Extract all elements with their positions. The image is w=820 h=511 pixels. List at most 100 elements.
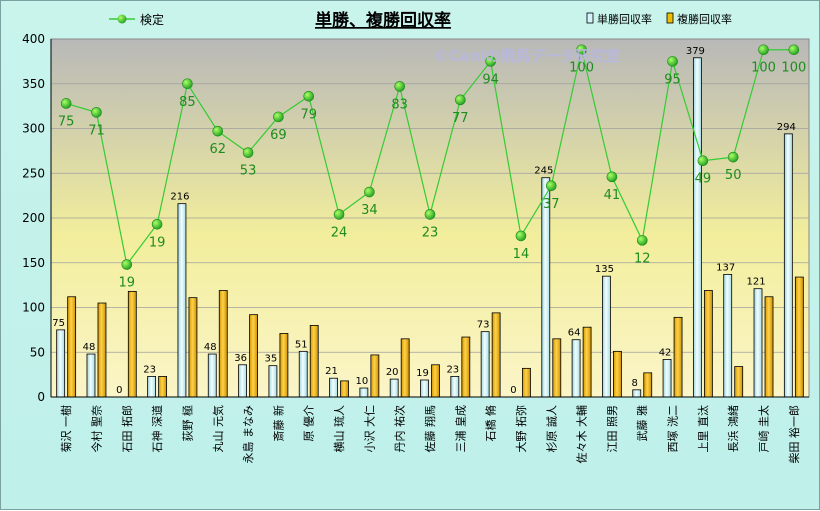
bar-win-label: 245 bbox=[534, 166, 553, 177]
line-point bbox=[455, 94, 466, 106]
bar-win bbox=[389, 378, 399, 398]
x-tick-label: 横山 琉人 bbox=[332, 405, 346, 453]
bar-win-label: 294 bbox=[777, 122, 796, 133]
legend-label-line: 検定 bbox=[140, 12, 164, 27]
bar-win-label: 379 bbox=[686, 46, 705, 57]
bar-place bbox=[218, 290, 228, 398]
y-tick-label: 0 bbox=[37, 390, 45, 404]
bar-win bbox=[56, 329, 66, 398]
bar-win bbox=[450, 376, 460, 398]
legend: 検定 単勝回収率 複勝回収率 bbox=[109, 12, 732, 27]
line-point bbox=[182, 78, 193, 90]
line-point bbox=[515, 230, 527, 242]
bar-place bbox=[158, 376, 168, 398]
bar-win-label: 0 bbox=[510, 385, 516, 396]
line-point-label: 71 bbox=[88, 123, 105, 138]
x-tick-label: 小沢 大仁 bbox=[362, 405, 376, 453]
bar-place bbox=[340, 380, 349, 398]
bar-win bbox=[268, 365, 278, 398]
bar-win bbox=[480, 331, 490, 398]
bar-place bbox=[582, 326, 592, 398]
bar-win bbox=[420, 379, 429, 398]
bar-place bbox=[67, 296, 77, 398]
line-point-label: 83 bbox=[391, 97, 408, 112]
chart-title: 単勝、複勝回収率 bbox=[315, 10, 451, 31]
x-tick-label: 丹内 祐次 bbox=[393, 405, 407, 453]
bar-win-label: 19 bbox=[416, 368, 429, 379]
line-point bbox=[758, 44, 769, 56]
bar-win bbox=[783, 133, 793, 398]
bar-win-label: 121 bbox=[746, 277, 765, 288]
bar-place bbox=[764, 296, 774, 398]
bar-win-label: 23 bbox=[446, 364, 459, 375]
x-axis: 菊沢 一樹 今村 聖奈 石田 拓郎 石神 深道 荻野 極 丸山 元気 永島 まなみ 斎藤 新 原… bbox=[51, 396, 809, 464]
line-point bbox=[636, 235, 648, 246]
x-tick-label: 今村 聖奈 bbox=[89, 405, 103, 453]
x-tick-label: 戸崎 圭太 bbox=[757, 405, 771, 453]
bar-place bbox=[249, 314, 258, 398]
line-point-label: 69 bbox=[270, 128, 287, 143]
line-point bbox=[697, 155, 709, 167]
line-point bbox=[485, 56, 496, 67]
x-tick-label: 石田 拓郎 bbox=[120, 405, 134, 453]
bar-win bbox=[753, 288, 763, 398]
bar-win bbox=[86, 353, 96, 398]
bar-place bbox=[794, 276, 804, 398]
bar-win-label: 51 bbox=[295, 339, 308, 350]
y-tick-label: 150 bbox=[22, 256, 45, 270]
bar-win-label: 21 bbox=[325, 366, 338, 377]
y-tick-label: 400 bbox=[22, 32, 45, 46]
line-point-label: 12 bbox=[634, 251, 651, 266]
x-tick-label: 柴田 裕一郎 bbox=[787, 405, 801, 464]
bar-win-label: 20 bbox=[386, 367, 399, 378]
bar-win bbox=[662, 359, 672, 398]
bar-place bbox=[643, 372, 653, 398]
bar-win bbox=[632, 389, 642, 398]
line-point-label: 94 bbox=[482, 72, 499, 87]
bar-win-label: 10 bbox=[355, 376, 368, 387]
bar-win bbox=[359, 387, 369, 398]
y-axis: 0 50 100 150 200 250 300 350 400 bbox=[22, 32, 52, 404]
legend-item-win: 単勝回収率 bbox=[586, 12, 652, 26]
bar-win-label: 35 bbox=[265, 354, 278, 365]
line-point bbox=[151, 218, 163, 230]
x-tick-label: 石橋 脩 bbox=[484, 405, 498, 442]
bar-place bbox=[734, 366, 744, 398]
bar-win bbox=[329, 377, 338, 398]
bar-win-label: 216 bbox=[170, 192, 189, 203]
y-tick-label: 100 bbox=[22, 301, 45, 315]
legend-label-win: 単勝回収率 bbox=[597, 12, 652, 26]
bar-place bbox=[491, 312, 501, 398]
bar-place bbox=[673, 316, 683, 398]
line-point bbox=[394, 81, 405, 92]
bar-win-label: 73 bbox=[477, 320, 490, 331]
x-tick-label: 荻野 極 bbox=[180, 405, 194, 442]
bar-win-label: 48 bbox=[83, 342, 96, 353]
bar-win-label: 48 bbox=[204, 342, 217, 353]
bar-win-label: 137 bbox=[716, 262, 735, 273]
line-point bbox=[60, 98, 72, 109]
line-point-label: 50 bbox=[725, 168, 742, 183]
line-point-label: 49 bbox=[695, 172, 712, 187]
line-point bbox=[273, 111, 284, 123]
line-point-label: 53 bbox=[240, 164, 257, 179]
line-point-label: 85 bbox=[179, 95, 196, 110]
y-tick-label: 50 bbox=[30, 345, 45, 359]
bar-place bbox=[97, 302, 107, 398]
y-tick-label: 200 bbox=[22, 211, 45, 225]
line-point-label: 62 bbox=[209, 142, 226, 157]
line-point bbox=[91, 107, 102, 118]
x-tick-label: 杉原 誠人 bbox=[544, 405, 558, 453]
bar-win-label: 42 bbox=[659, 347, 672, 358]
line-point bbox=[576, 44, 587, 56]
bar-win bbox=[147, 376, 157, 398]
bar-win bbox=[298, 350, 308, 398]
y-tick-label: 350 bbox=[22, 77, 45, 91]
line-point bbox=[727, 151, 739, 163]
bar-win-label: 75 bbox=[52, 318, 65, 329]
x-tick-label: 原 優介 bbox=[303, 405, 316, 442]
line-point-label: 14 bbox=[513, 247, 530, 262]
x-tick-label: 三浦 皇成 bbox=[453, 405, 467, 453]
bar-win bbox=[602, 275, 611, 398]
